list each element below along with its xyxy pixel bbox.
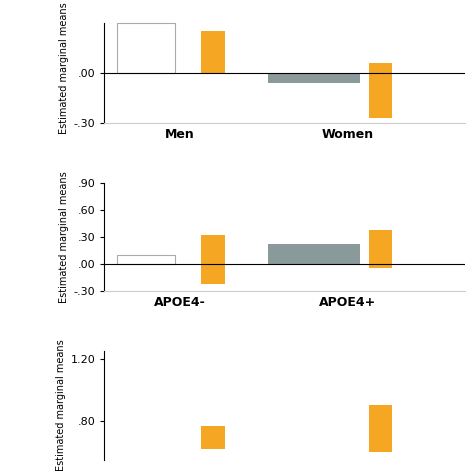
Y-axis label: Estimated marginal means: Estimated marginal means [59,3,70,135]
Bar [201,426,225,449]
Y-axis label: Estimated marginal means: Estimated marginal means [56,339,66,471]
Bar [369,63,392,118]
Bar [201,31,225,73]
Bar [369,230,392,268]
Bar [268,73,360,83]
Bar [268,244,360,264]
Bar [201,235,225,284]
Bar [369,405,392,452]
Bar [117,255,175,264]
Y-axis label: Estimated marginal means: Estimated marginal means [59,171,70,303]
Bar [117,23,175,73]
